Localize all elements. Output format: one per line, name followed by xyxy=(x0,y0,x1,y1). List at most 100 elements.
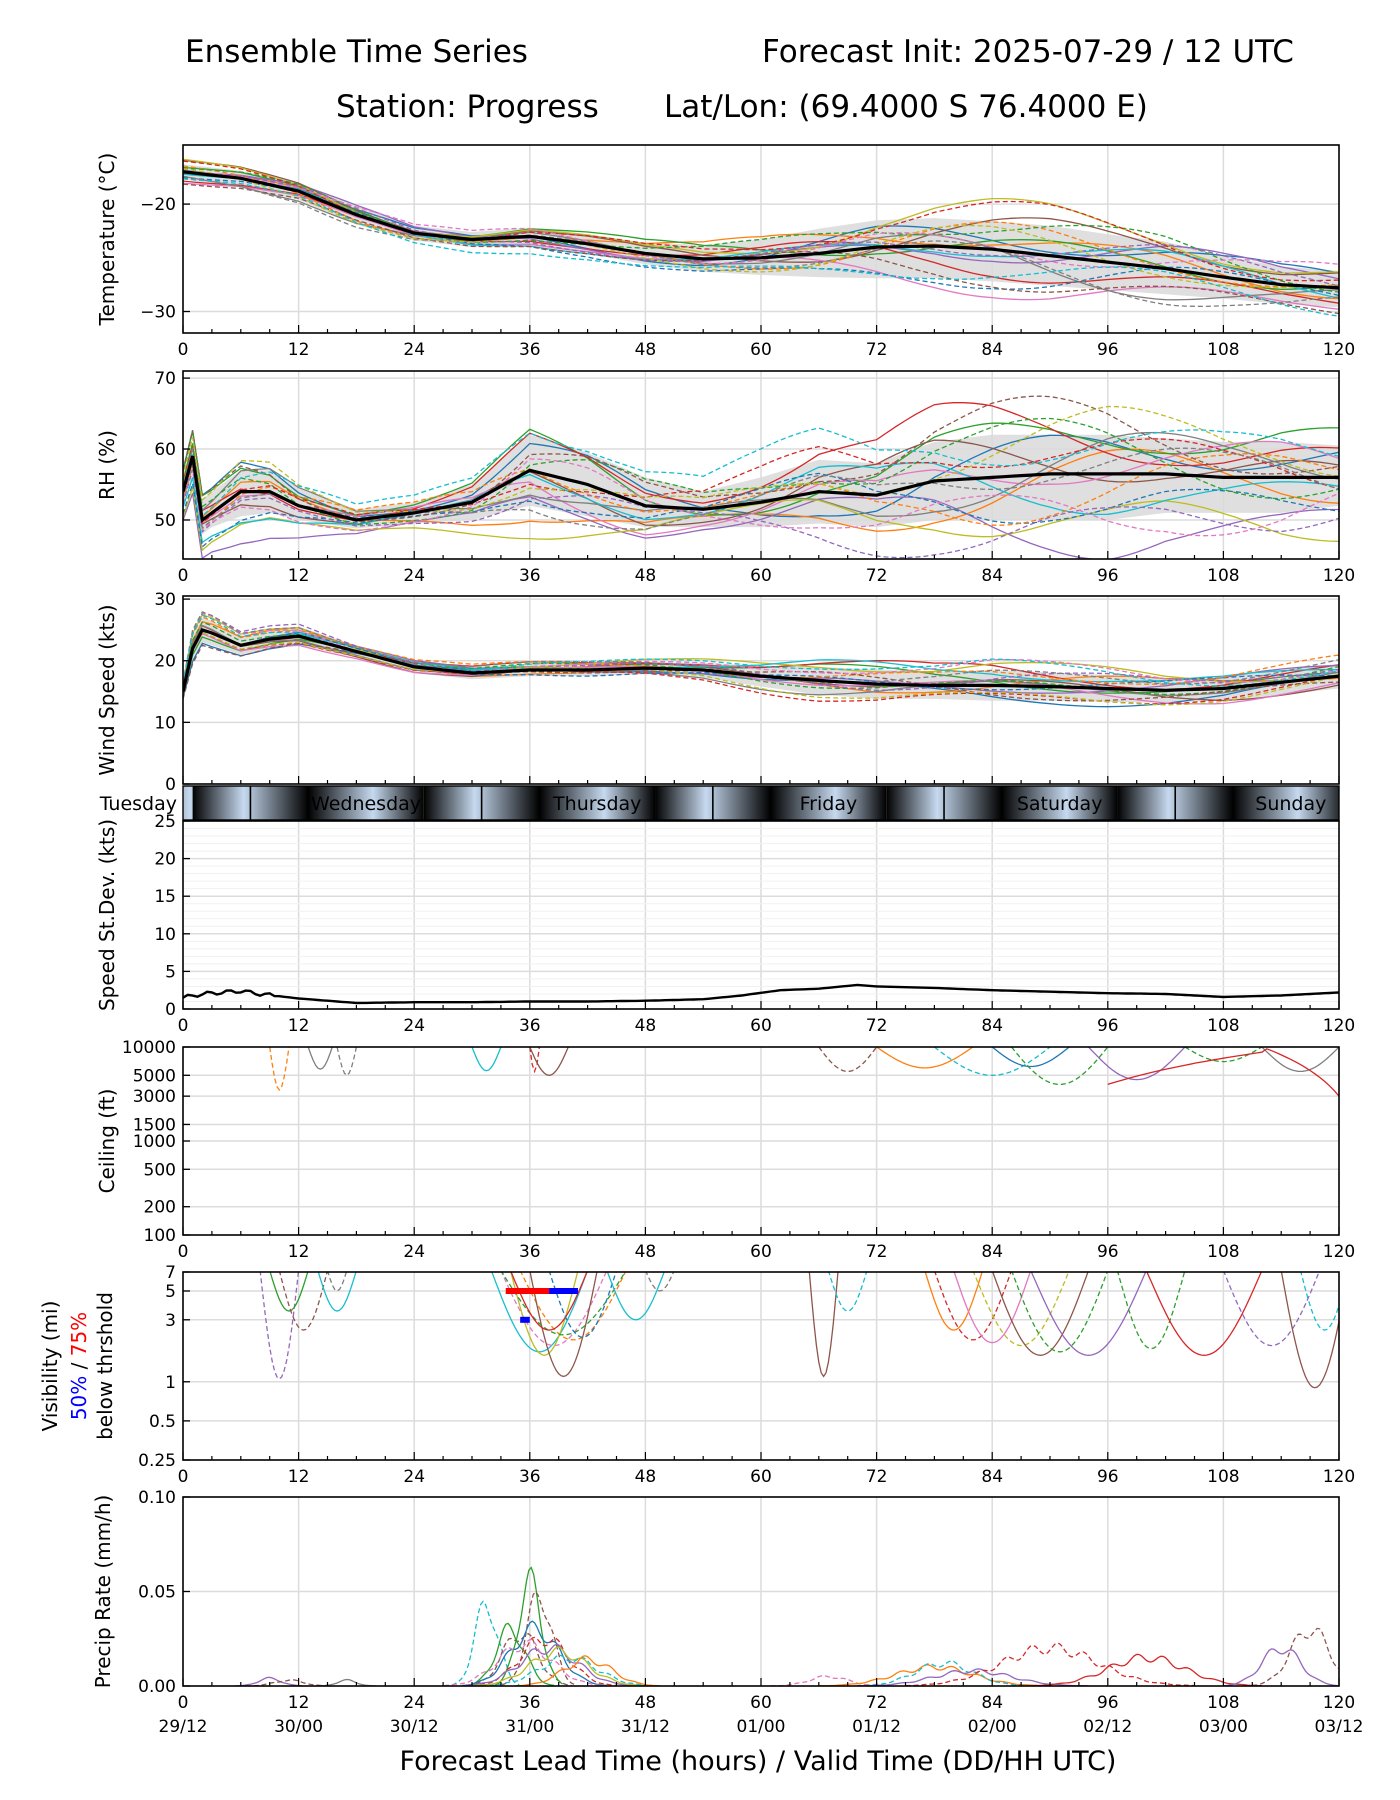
visibility-member-line xyxy=(953,1272,1031,1344)
precip-member-line xyxy=(515,1655,660,1686)
valid-time-label: 01/00 xyxy=(737,1717,786,1737)
y-axis-label: Precip Rate (mm/h) xyxy=(91,1495,115,1689)
x-tick-label: 48 xyxy=(635,1693,657,1713)
x-tick-label: 12 xyxy=(288,1693,310,1713)
x-tick-label: 60 xyxy=(750,340,772,360)
visibility-member-line xyxy=(520,1272,627,1341)
speed-stdev-line xyxy=(182,983,1340,1005)
pct75-label: 75% xyxy=(67,1312,91,1356)
x-tick-label: 72 xyxy=(866,566,888,586)
precip-member-line xyxy=(1223,1648,1339,1686)
visibility-member-line xyxy=(1030,1272,1147,1356)
ceiling-member-line xyxy=(529,1047,569,1076)
y-tick-label: 0 xyxy=(165,775,176,795)
y-tick-label: −20 xyxy=(140,195,176,215)
x-tick-label: 24 xyxy=(403,340,425,360)
y-tick-label: 3000 xyxy=(133,1087,176,1107)
pct-separator: / xyxy=(67,1356,91,1375)
x-tick-label: 0 xyxy=(178,566,189,586)
x-tick-label: 60 xyxy=(750,1016,772,1036)
precip-member-line xyxy=(444,1638,606,1686)
visibility-member-line xyxy=(327,1272,347,1292)
plot-area xyxy=(183,611,1339,708)
ceiling-member-line xyxy=(991,1047,1070,1068)
x-tick-label: 36 xyxy=(519,1467,541,1487)
ensemble-member-line xyxy=(183,167,1339,289)
valid-time-label: 02/00 xyxy=(968,1717,1017,1737)
visibility-member-line xyxy=(529,1272,598,1378)
y-tick-label: 1000 xyxy=(133,1132,176,1152)
ensemble-mean-line xyxy=(183,170,1339,290)
x-tick-label: 0 xyxy=(178,1242,189,1262)
x-tick-label: 0 xyxy=(178,340,189,360)
x-tick-label: 120 xyxy=(1323,1467,1355,1487)
x-tick-label: 120 xyxy=(1323,1016,1355,1036)
y-tick-label: 10 xyxy=(154,925,176,945)
y-tick-label: 70 xyxy=(154,369,176,389)
x-tick-label: 84 xyxy=(981,566,1003,586)
ensemble-mean-line xyxy=(183,627,1339,692)
valid-time-label: 30/00 xyxy=(274,1717,323,1737)
ceiling-member-line xyxy=(336,1047,358,1077)
visibility-member-line xyxy=(992,1272,1089,1356)
panel-7: 0.00 0.05 0.10 0 12 24 36 48 60 72 84 96 108 120 Preci… xyxy=(91,1488,1364,1777)
x-tick-label: 12 xyxy=(288,1467,310,1487)
x-tick-label: 120 xyxy=(1323,1693,1355,1713)
y-tick-label: 200 xyxy=(144,1198,176,1218)
ensemble-member-line xyxy=(183,458,1339,537)
station-label: Station: Progress xyxy=(336,89,599,125)
precip-member-line xyxy=(462,1620,607,1686)
ensemble-member-line xyxy=(183,165,1339,288)
y-tick-label: 20 xyxy=(154,850,176,870)
x-tick-label: 72 xyxy=(866,1467,888,1487)
x-tick-label: 96 xyxy=(1097,1242,1119,1262)
x-tick-label: 60 xyxy=(750,1693,772,1713)
x-tick-label: 12 xyxy=(288,340,310,360)
day-band: Tuesday Wednesday Thursday Friday Saturday Su… xyxy=(99,785,1340,821)
ensemble-member-line xyxy=(183,447,1339,530)
y-tick-label: 3 xyxy=(165,1311,176,1331)
ceiling-member-line xyxy=(307,1047,333,1070)
precip-member-line xyxy=(245,1679,333,1686)
x-tick-label: 24 xyxy=(403,566,425,586)
ceiling-member-line xyxy=(529,1047,541,1074)
y-tick-label: 0.5 xyxy=(149,1412,176,1432)
y-tick-label: 30 xyxy=(154,590,176,610)
ensemble-member-line xyxy=(183,395,1339,523)
x-tick-label: 84 xyxy=(981,340,1003,360)
x-tick-label: 12 xyxy=(288,1016,310,1036)
visibility-member-line xyxy=(269,1272,309,1312)
x-tick-label: 12 xyxy=(288,566,310,586)
ensemble-member-line xyxy=(183,430,1339,518)
x-tick-label: 48 xyxy=(635,340,657,360)
x-tick-label: 24 xyxy=(403,1242,425,1262)
y-tick-label: 0.10 xyxy=(138,1488,176,1508)
visibility-member-line xyxy=(548,1272,617,1338)
y-tick-label: −30 xyxy=(140,303,176,323)
precip-member-line xyxy=(462,1643,636,1686)
ensemble-mean-line xyxy=(183,455,1339,523)
ceiling-member-line xyxy=(933,1047,1051,1076)
x-tick-label: 60 xyxy=(750,1242,772,1262)
y-axis-label: RH (%) xyxy=(95,430,119,500)
ensemble-member-line xyxy=(183,611,1339,685)
ensemble-member-line xyxy=(183,438,1339,525)
x-tick-label: 48 xyxy=(635,1242,657,1262)
day-band-fill xyxy=(183,786,1339,820)
day-label-saturday: Saturday xyxy=(1017,793,1103,815)
y-tick-label: 100 xyxy=(144,1226,176,1246)
chart-title-right: Forecast Init: 2025-07-29 / 12 UTC xyxy=(762,34,1294,70)
y-tick-label: 25 xyxy=(154,812,176,832)
x-axis-label: Forecast Lead Time (hours) / Valid Time … xyxy=(400,1746,1117,1777)
ensemble-member-line xyxy=(183,175,1339,308)
x-tick-label: 96 xyxy=(1097,566,1119,586)
precip-member-line xyxy=(857,1668,1089,1686)
x-tick-label: 108 xyxy=(1207,566,1239,586)
x-tick-label: 96 xyxy=(1097,1467,1119,1487)
y-axis-label: Visibility (mi) xyxy=(38,1301,62,1432)
y-tick-label: 0 xyxy=(165,1000,176,1020)
visibility-member-line xyxy=(1223,1272,1320,1347)
precip-member-line xyxy=(471,1646,646,1686)
valid-time-label: 31/00 xyxy=(505,1717,554,1737)
